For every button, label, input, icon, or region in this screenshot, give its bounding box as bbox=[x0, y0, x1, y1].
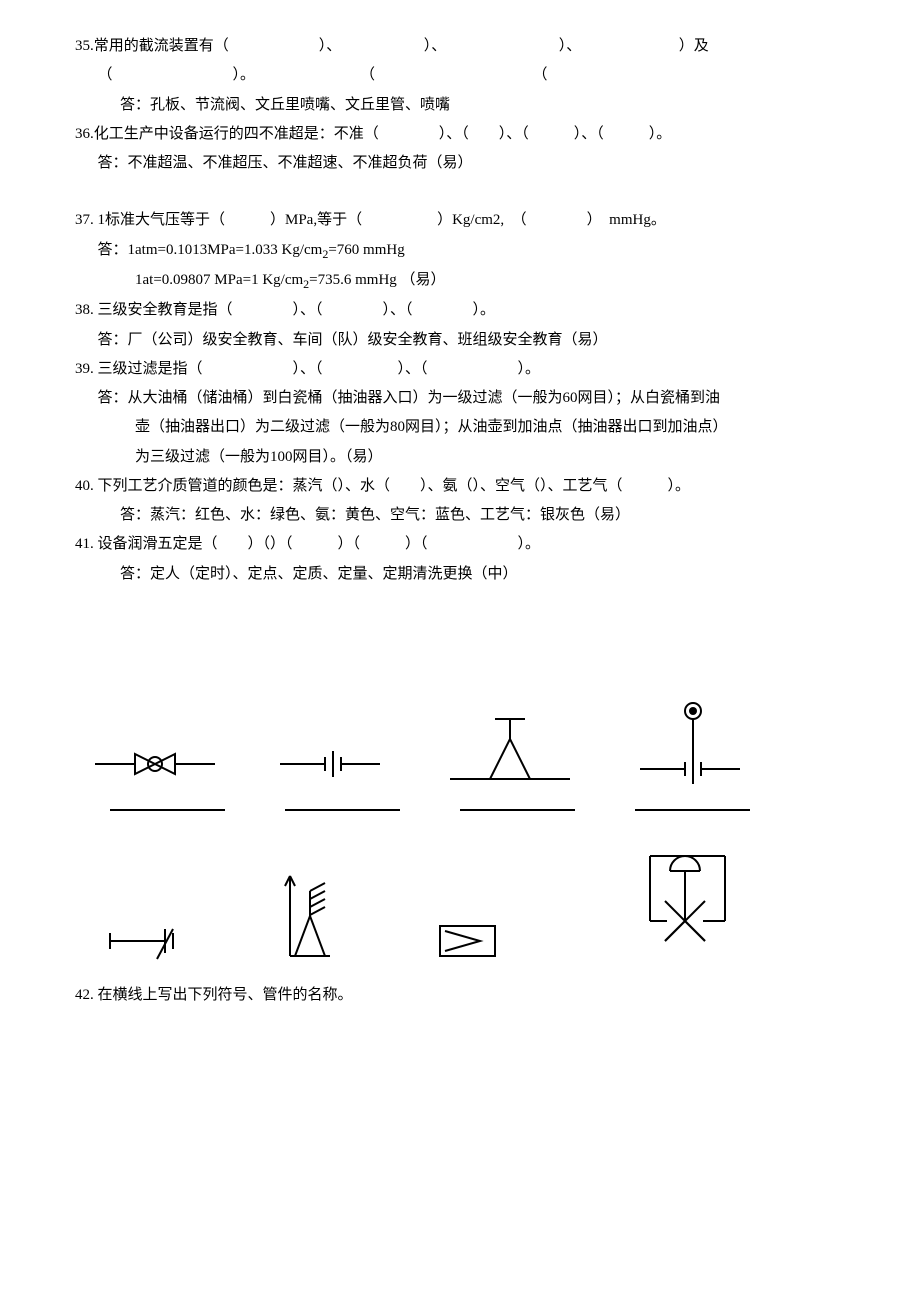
symbol-flange-endcap bbox=[95, 911, 195, 971]
symbol-diagram-area bbox=[75, 699, 845, 971]
question-40-line1: 40. 下列工艺介质管道的颜色是：蒸汽（）、水（ ）、氨（）、空气（）、工艺气（… bbox=[75, 472, 845, 501]
question-41-answer: 答：定人（定时）、定点、定质、定量、定期清洗更换（中） bbox=[75, 560, 845, 589]
question-37-line1: 37. 1标准大气压等于（ ）MPa,等于（ ）Kg/cm2, （ ） mmHg… bbox=[75, 206, 845, 235]
symbol-ball-valve bbox=[95, 729, 215, 799]
symbol-connector-tick bbox=[275, 729, 385, 799]
diagram-row-1 bbox=[95, 699, 845, 799]
question-37-answer2: 1at=0.09807 MPa=1 Kg/cm2=735.6 mmHg （易） bbox=[75, 266, 845, 296]
symbol-rect-triangle bbox=[425, 911, 515, 971]
question-35-line1: 35.常用的截流装置有（ ）、 ）、 ）、 ）及 bbox=[75, 32, 845, 61]
blank-line-2 bbox=[285, 809, 400, 811]
blank-line-4 bbox=[635, 809, 750, 811]
diagram-row-2 bbox=[95, 851, 845, 971]
blank-line-1 bbox=[110, 809, 225, 811]
question-39-answer2: 壶（抽油器出口）为二级过滤（一般为80网目）；从油壶到加油点（抽油器出口到加油点… bbox=[75, 413, 845, 442]
symbol-check-valve bbox=[445, 709, 575, 799]
question-37-answer1: 答：1atm=0.1013MPa=1.033 Kg/cm2=760 mmHg bbox=[75, 236, 845, 266]
symbol-control-valve-dome bbox=[575, 851, 745, 971]
question-42-line1: 42. 在横线上写出下列符号、管件的名称。 bbox=[75, 981, 845, 1010]
question-39-answer3: 为三级过滤（一般为100网目）。（易） bbox=[75, 443, 845, 472]
question-36-answer: 答：不准超温、不准超压、不准超速、不准超负荷（易） bbox=[75, 149, 845, 178]
symbol-safety-relief-valve bbox=[255, 861, 365, 971]
question-38-line1: 38. 三级安全教育是指（ ）、（ ）、（ ）。 bbox=[75, 296, 845, 325]
diagram-labels-row-1 bbox=[95, 809, 845, 811]
question-40-answer: 答：蒸汽：红色、水：绿色、氨：黄色、空气：蓝色、工艺气：银灰色（易） bbox=[75, 501, 845, 530]
question-38-answer: 答：厂（公司）级安全教育、车间（队）级安全教育、班组级安全教育（易） bbox=[75, 326, 845, 355]
question-39-answer1: 答：从大油桶（储油桶）到白瓷桶（抽油器入口）为一级过滤（一般为60网目）；从白瓷… bbox=[75, 384, 845, 413]
question-35-line2: （ ）。 （ （ bbox=[75, 61, 845, 90]
question-35-answer: 答：孔板、节流阀、文丘里喷嘴、文丘里管、喷嘴 bbox=[75, 91, 845, 120]
symbol-connector-circle-top bbox=[635, 699, 745, 799]
question-39-line1: 39. 三级过滤是指（ ）、（ ）、（ ）。 bbox=[75, 355, 845, 384]
question-36-line1: 36.化工生产中设备运行的四不准超是：不准（ ）、（ ）、（ ）、（ ）。 bbox=[75, 120, 845, 149]
question-41-line1: 41. 设备润滑五定是（ ）（）（ ）（ ）（ ）。 bbox=[75, 530, 845, 559]
blank-line-3 bbox=[460, 809, 575, 811]
